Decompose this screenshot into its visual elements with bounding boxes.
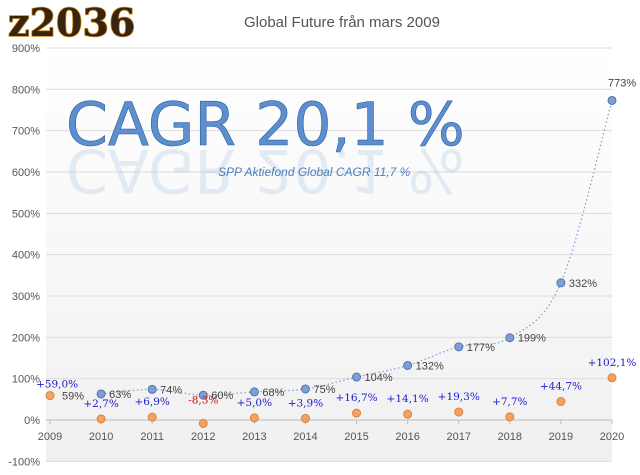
yearly-return-label: +2,7%	[83, 398, 118, 410]
y-tick-label: 600%	[12, 167, 40, 179]
yearly-return-label: +102,1%	[588, 357, 637, 369]
main-series-point	[505, 333, 515, 343]
y-tick-label: 500%	[12, 208, 40, 220]
data-points	[45, 95, 617, 428]
x-tick-label: 2019	[549, 431, 573, 443]
y-tick-label: 300%	[12, 291, 40, 303]
yearly-return-label: +7,7%	[492, 396, 527, 408]
main-series-point	[352, 372, 362, 382]
main-series-point	[556, 278, 566, 288]
y-tick-label: 200%	[12, 332, 40, 344]
data-labels: 63% 74% 60% 68% 75% 104% 132% 177% 199% 332% 773% 5…	[36, 77, 636, 409]
main-series-point	[403, 360, 413, 370]
main-series-point	[249, 387, 259, 397]
logo-text: z2036	[8, 0, 135, 45]
yearly-return-point	[198, 418, 208, 428]
y-tick-label: 100%	[12, 374, 40, 386]
main-series-label: 68%	[262, 387, 284, 399]
yearly-return-point	[556, 397, 566, 407]
yearly-return-label: +19,3%	[438, 391, 480, 403]
cagr-reflection: CAGR 20,1 %	[66, 135, 465, 205]
x-tick-label: 2020	[600, 431, 624, 443]
main-series-label: 177%	[467, 342, 495, 354]
main-series-label: 63%	[109, 389, 131, 401]
yearly-return-label: +6,9%	[134, 396, 169, 408]
yearly-return-label: +59,0%	[36, 379, 78, 391]
yearly-return-point	[607, 373, 617, 383]
cagr-annotation: CAGR 20,1 %	[66, 90, 465, 160]
main-series-point	[454, 342, 464, 352]
spp-annotation: SPP Aktiefond Global CAGR 11,7 %	[218, 165, 411, 179]
x-tick-label: 2013	[242, 431, 266, 443]
y-tick-label: 900%	[12, 43, 40, 55]
yearly-return-point	[300, 413, 310, 423]
yearly-return-point	[505, 412, 515, 422]
main-series-point	[198, 390, 208, 400]
main-series-label: 132%	[416, 360, 444, 372]
x-tick-label: 2011	[140, 431, 164, 443]
main-series-label: 773%	[608, 77, 636, 89]
grid	[46, 47, 612, 462]
x-tick-label: 2010	[89, 431, 113, 443]
x-tick-label: 2014	[293, 431, 317, 443]
y-tick-label: 800%	[12, 84, 40, 96]
main-series-label: 60%	[211, 390, 233, 402]
yearly-return-point	[249, 413, 259, 423]
x-tick-label: 2017	[446, 431, 470, 443]
x-tick-label: 2015	[344, 431, 368, 443]
main-series-label: 199%	[518, 333, 546, 345]
main-series-point	[300, 384, 310, 394]
yearly-return-label: +5,0%	[237, 397, 272, 409]
chart-title: Global Future från mars 2009	[244, 14, 440, 31]
extra-label: 59%	[62, 391, 84, 403]
main-series-label: 75%	[313, 384, 335, 396]
x-tick-label: 2009	[38, 431, 62, 443]
yearly-return-point	[352, 408, 362, 418]
yearly-return-point	[454, 407, 464, 417]
yearly-return-label: +16,7%	[335, 392, 377, 404]
y-tick-label: 0%	[24, 415, 40, 427]
x-tick-label: 2012	[191, 431, 215, 443]
main-series-point	[607, 95, 617, 105]
main-series-label: 332%	[569, 278, 597, 290]
yearly-return-label: +3,9%	[288, 397, 323, 409]
axes: -100% 0% 100% 200% 300% 400% 500% 600% 700% 800% 9…	[8, 43, 624, 468]
yearly-return-point	[45, 391, 55, 401]
y-tick-label: 700%	[12, 126, 40, 138]
y-tick-label: -100%	[8, 456, 40, 468]
y-tick-label: 400%	[12, 250, 40, 262]
yearly-return-point	[403, 409, 413, 419]
yearly-return-label: +14,1%	[387, 393, 429, 405]
main-series-point	[147, 384, 157, 394]
x-tick-label: 2016	[395, 431, 419, 443]
yearly-return-label: +44,7%	[540, 381, 582, 393]
main-series-point	[96, 389, 106, 399]
main-series-label: 104%	[365, 372, 393, 384]
x-tick-label: 2018	[498, 431, 522, 443]
main-series-label: 74%	[160, 384, 182, 396]
yearly-return-point	[147, 412, 157, 422]
yearly-return-label: -8,3%	[188, 394, 218, 406]
yearly-return-point	[96, 414, 106, 424]
